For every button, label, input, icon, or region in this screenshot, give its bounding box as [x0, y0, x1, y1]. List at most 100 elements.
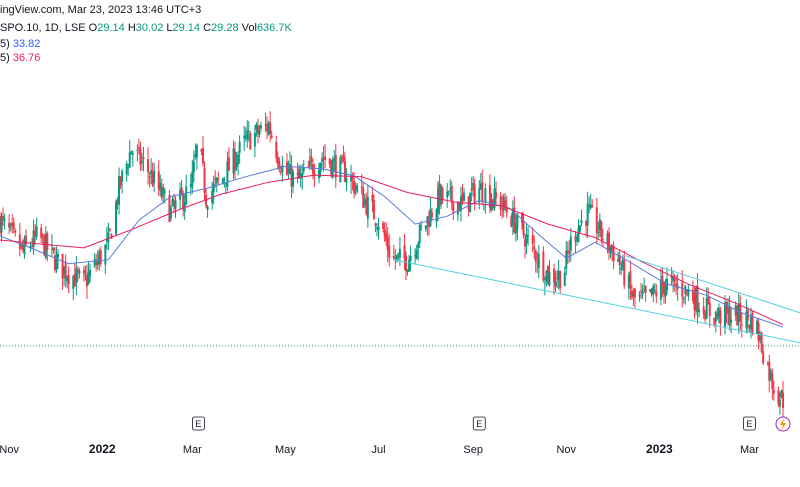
candle-body [427, 220, 430, 228]
x-tick-label: Jul [371, 444, 385, 456]
candle-body [782, 392, 784, 408]
ma-fast-legend[interactable]: 5) 33.82 [0, 38, 40, 50]
candle-body [221, 178, 224, 184]
candle-body [601, 238, 604, 240]
source-text: ingView.com, Mar 23, 2023 13:46 UTC+3 [0, 4, 202, 16]
candle [151, 162, 154, 188]
candle [409, 245, 412, 272]
candle [96, 250, 99, 270]
candle [287, 160, 290, 180]
candle-body [66, 277, 69, 282]
candle-body [371, 195, 374, 202]
candle-body [182, 193, 185, 210]
candle [157, 160, 160, 196]
candle-body [360, 186, 363, 188]
candle-body [695, 288, 697, 311]
candle [253, 124, 256, 158]
candle [702, 297, 705, 319]
candle [322, 146, 325, 172]
candle-body [608, 232, 610, 252]
candle-body [623, 260, 626, 286]
candle-body [353, 180, 356, 194]
candle-body [366, 196, 369, 219]
candle [256, 118, 259, 144]
candle-body [377, 226, 380, 231]
candle [321, 152, 324, 169]
candle [289, 151, 291, 175]
candle [687, 284, 690, 302]
candle [666, 267, 668, 296]
low-label: L [166, 22, 173, 34]
candle [424, 225, 427, 232]
candle-body [131, 153, 134, 156]
lightning-icon-bolt [780, 418, 786, 430]
candle-body [469, 192, 472, 213]
candle [716, 307, 719, 320]
candle [243, 125, 246, 151]
candle-body [235, 162, 238, 167]
ma-fast-value: 33.82 [12, 38, 41, 50]
candle [223, 176, 226, 188]
candle-body [302, 167, 305, 172]
candle [0, 212, 1, 236]
candle-body [736, 305, 739, 326]
candle-body [426, 216, 429, 224]
candle-body [685, 289, 688, 291]
candle [24, 229, 27, 247]
candle-body [749, 316, 752, 330]
candle [61, 253, 64, 290]
candle-body [414, 255, 417, 257]
candle-body [244, 136, 247, 138]
event-badge-box [192, 416, 205, 431]
candle [232, 140, 235, 179]
candle-body [330, 161, 333, 175]
candle-body [766, 363, 769, 365]
candle-body [778, 399, 781, 407]
candle-body [556, 277, 559, 279]
candle [727, 298, 730, 326]
candle-body [553, 268, 556, 283]
candle [14, 228, 17, 237]
candle-body [343, 161, 346, 182]
candle [191, 159, 194, 194]
candle-body [67, 275, 70, 285]
candle-body [696, 285, 699, 312]
candle [724, 295, 726, 335]
candle-body [771, 373, 774, 390]
ma-slow-legend[interactable]: 5) 36.76 [0, 52, 40, 64]
candle [714, 310, 717, 333]
candle-body [125, 163, 128, 175]
candle-body [285, 161, 288, 175]
candle-body [12, 222, 15, 229]
candle-body [322, 157, 325, 160]
candle [260, 121, 262, 132]
high-value: 30.02 [135, 22, 164, 34]
candle-body [727, 308, 730, 314]
candle [224, 182, 227, 195]
candle-body [76, 269, 79, 273]
candle-body [388, 245, 391, 258]
candle-body [643, 289, 646, 291]
candle [708, 295, 711, 328]
candle-body [281, 165, 284, 173]
candle [179, 182, 182, 210]
candle-body [296, 172, 299, 175]
candle [87, 261, 90, 286]
candle-body [756, 320, 759, 334]
candle [18, 222, 21, 257]
candle-body [516, 214, 519, 229]
candle-body [363, 199, 366, 205]
candle-body [168, 194, 171, 223]
candle-body [159, 183, 162, 191]
candle-body [171, 199, 174, 206]
candle-body [751, 313, 754, 334]
candle-body [121, 170, 124, 182]
candle [140, 152, 143, 171]
candle [76, 266, 79, 282]
candle-body [270, 135, 273, 138]
candle-body [86, 276, 88, 287]
candle-body [189, 183, 192, 187]
candle-body [382, 223, 385, 229]
candle-body [153, 170, 156, 183]
